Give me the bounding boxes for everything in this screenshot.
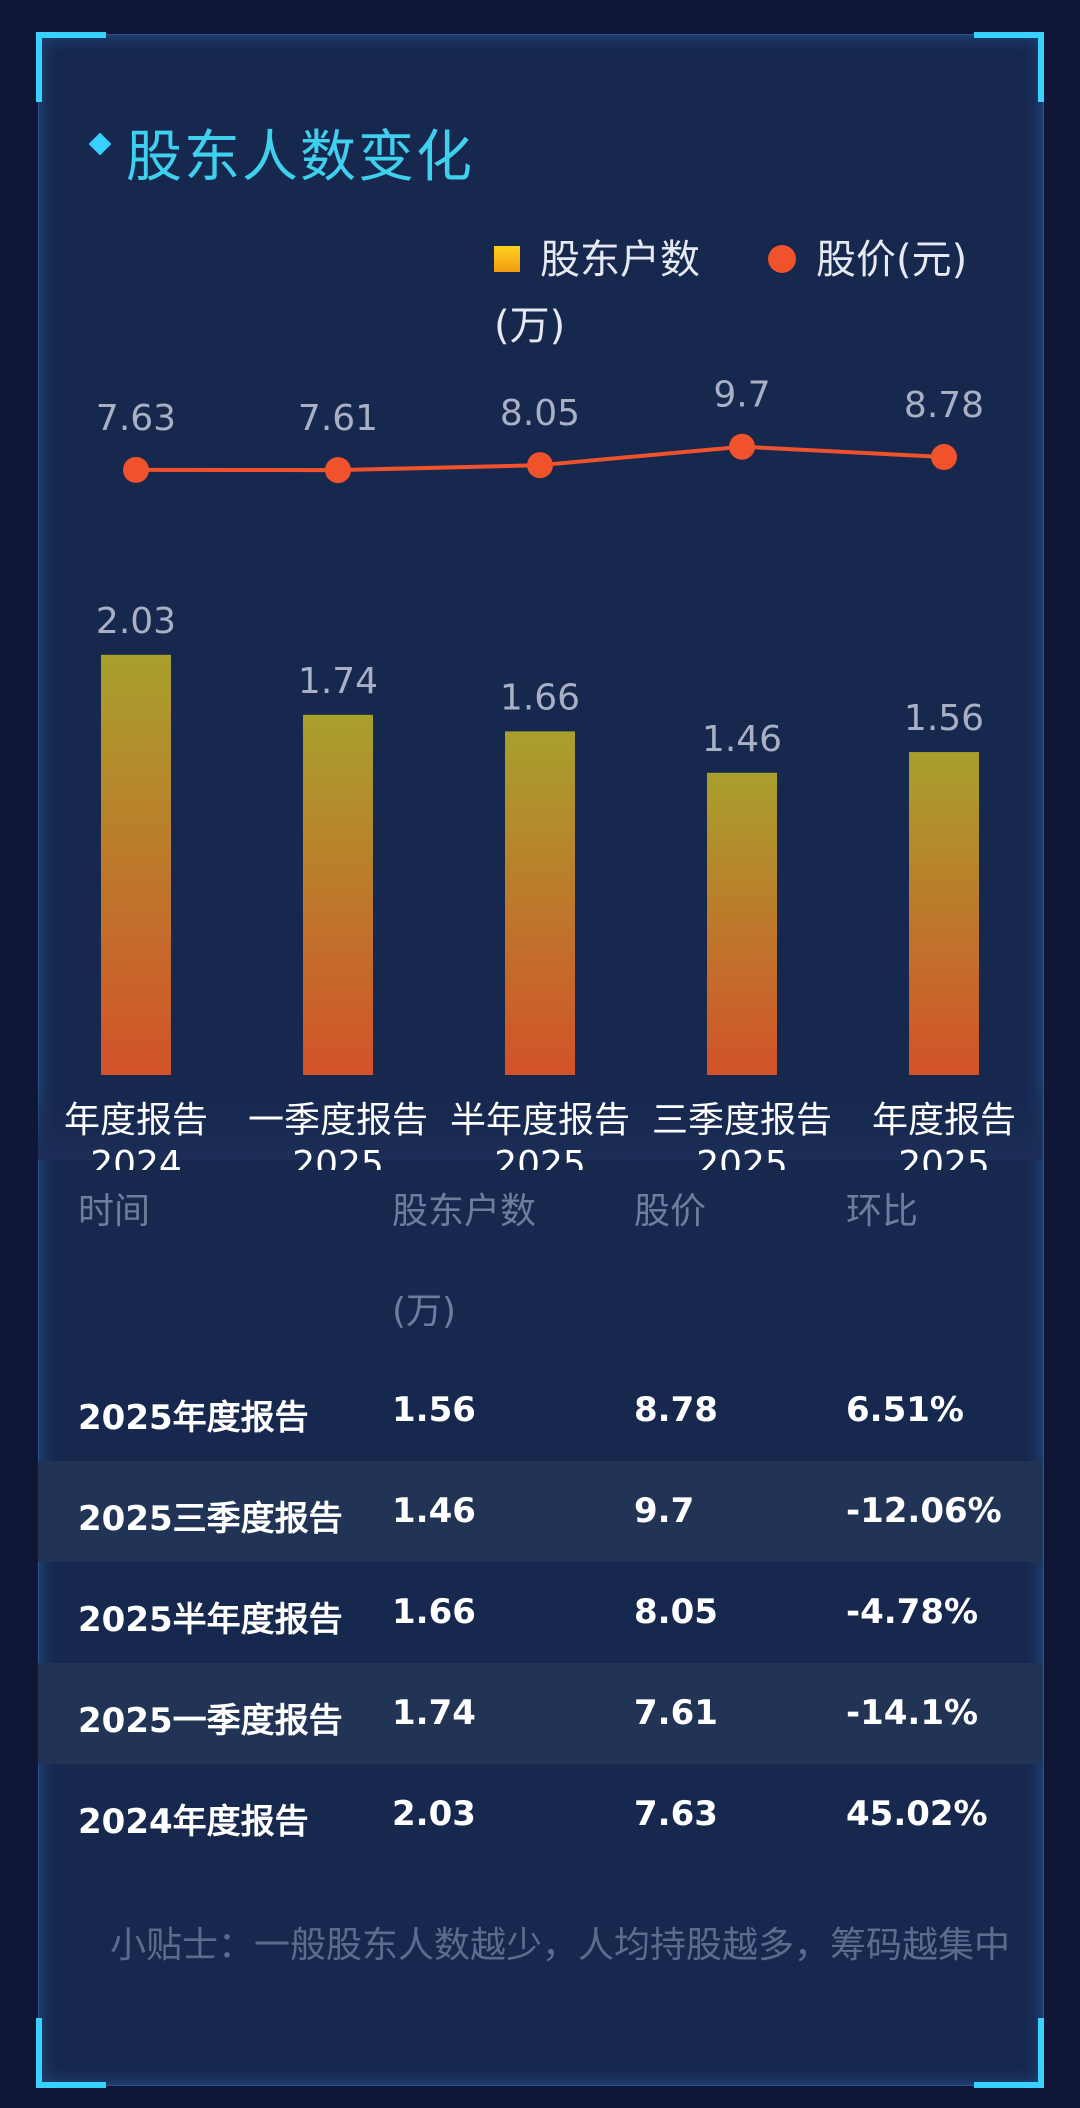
table-body: 2025年度报告 1.56 8.78 6.51% 2025三季度报告 1.46 9.7 -12… [38, 1360, 1042, 1865]
header-time: 时间 [78, 1191, 151, 1232]
tip-text: 小贴士：一般股东人数越少，人均持股越多，筹码越集中 [110, 1925, 1011, 1966]
header-price: 股价 [634, 1191, 707, 1232]
price-point [325, 457, 351, 484]
cell-time: 2025一季度报告 [78, 1701, 343, 1741]
bar [909, 752, 979, 1075]
price-point [123, 456, 149, 483]
price-value-label: 7.61 [298, 398, 378, 439]
x-tick-label: 2024 [90, 1144, 182, 1170]
price-point [527, 452, 553, 479]
cell-price: 7.63 [634, 1794, 718, 1834]
price-value-label: 9.7 [713, 375, 770, 416]
cell-time: 2025半年度报告 [78, 1600, 343, 1640]
header-shareholders-unit: (万) [392, 1291, 457, 1332]
bar-value-label: 1.74 [298, 661, 378, 702]
price-value-label: 8.05 [500, 393, 580, 434]
table-row: 2025三季度报告 1.46 9.7 -12.06% [38, 1461, 1042, 1562]
bar-value-label: 1.56 [904, 698, 984, 739]
cell-change: -4.78% [846, 1592, 979, 1632]
x-tick-label: 2025 [696, 1144, 788, 1170]
x-tick-label: 年度报告 [64, 1100, 208, 1141]
cell-price: 8.05 [634, 1592, 718, 1632]
cell-shareholders: 1.56 [392, 1390, 476, 1430]
table-row: 2025年度报告 1.56 8.78 6.51% [38, 1360, 1042, 1461]
cell-change: -12.06% [846, 1491, 1002, 1531]
bar-value-label: 1.66 [500, 677, 580, 718]
legend-label-line: 股价(元) [816, 237, 968, 283]
table-row: 2024年度报告 2.03 7.63 45.02% [38, 1764, 1042, 1865]
x-tick-label: 半年度报告 [450, 1100, 630, 1141]
x-tick-label: 2025 [292, 1144, 384, 1170]
price-value-label: 8.78 [904, 385, 984, 426]
data-table: 时间 股东户数 (万) 股价 环比 2025年度报告 1.56 8.78 6.51% 2… [38, 1160, 1042, 1865]
legend-label-bar: 股东户数 [540, 237, 700, 283]
x-tick-label: 年度报告 [872, 1100, 1016, 1141]
combo-chart: 2.03 1.74 1.66 1.46 1.56 7.63 7.61 8.05 9.7 8.78… [38, 375, 1042, 1170]
x-tick-label: 2025 [494, 1144, 586, 1170]
axis-band [38, 1080, 1042, 1160]
page-title: 股东人数变化 [126, 125, 474, 190]
cell-price: 9.7 [634, 1491, 695, 1531]
legend-swatch-line [768, 245, 796, 273]
x-tick-label: 三季度报告 [652, 1100, 832, 1141]
price-point [729, 433, 755, 460]
cell-price: 7.61 [634, 1693, 718, 1733]
cell-time: 2025年度报告 [78, 1398, 309, 1438]
cell-time: 2025三季度报告 [78, 1499, 343, 1539]
bar [303, 714, 373, 1075]
cell-change: -14.1% [846, 1693, 979, 1733]
table-row: 2025一季度报告 1.74 7.61 -14.1% [38, 1663, 1042, 1764]
table-row: 2025半年度报告 1.66 8.05 -4.78% [38, 1562, 1042, 1663]
cell-time: 2024年度报告 [78, 1802, 309, 1842]
bar [505, 731, 575, 1075]
x-tick-label: 2025 [898, 1144, 990, 1170]
price-value-label: 7.63 [96, 398, 176, 439]
corner-decoration-top-right [974, 32, 1044, 102]
corner-decoration-bottom-left [36, 2018, 106, 2088]
cell-shareholders: 2.03 [392, 1794, 476, 1834]
legend-swatch-bar [494, 246, 520, 272]
cell-shareholders: 1.66 [392, 1592, 476, 1632]
x-tick-label: 一季度报告 [248, 1100, 428, 1141]
header-change: 环比 [846, 1191, 919, 1232]
cell-shareholders: 1.46 [392, 1491, 476, 1531]
bar [101, 654, 171, 1075]
price-point [931, 444, 957, 471]
legend-label-bar-unit: (万) [494, 303, 566, 349]
cell-shareholders: 1.74 [392, 1693, 476, 1733]
bar-value-label: 1.46 [702, 719, 782, 760]
header-shareholders: 股东户数 [392, 1191, 537, 1232]
cell-change: 45.02% [846, 1794, 988, 1834]
cell-change: 6.51% [846, 1390, 964, 1430]
corner-decoration-top-left [36, 32, 106, 102]
corner-decoration-bottom-right [974, 2018, 1044, 2088]
table-header: 时间 股东户数 (万) 股价 环比 [38, 1160, 1042, 1360]
cell-price: 8.78 [634, 1390, 718, 1430]
bar-value-label: 2.03 [96, 601, 176, 642]
bar [707, 772, 777, 1075]
